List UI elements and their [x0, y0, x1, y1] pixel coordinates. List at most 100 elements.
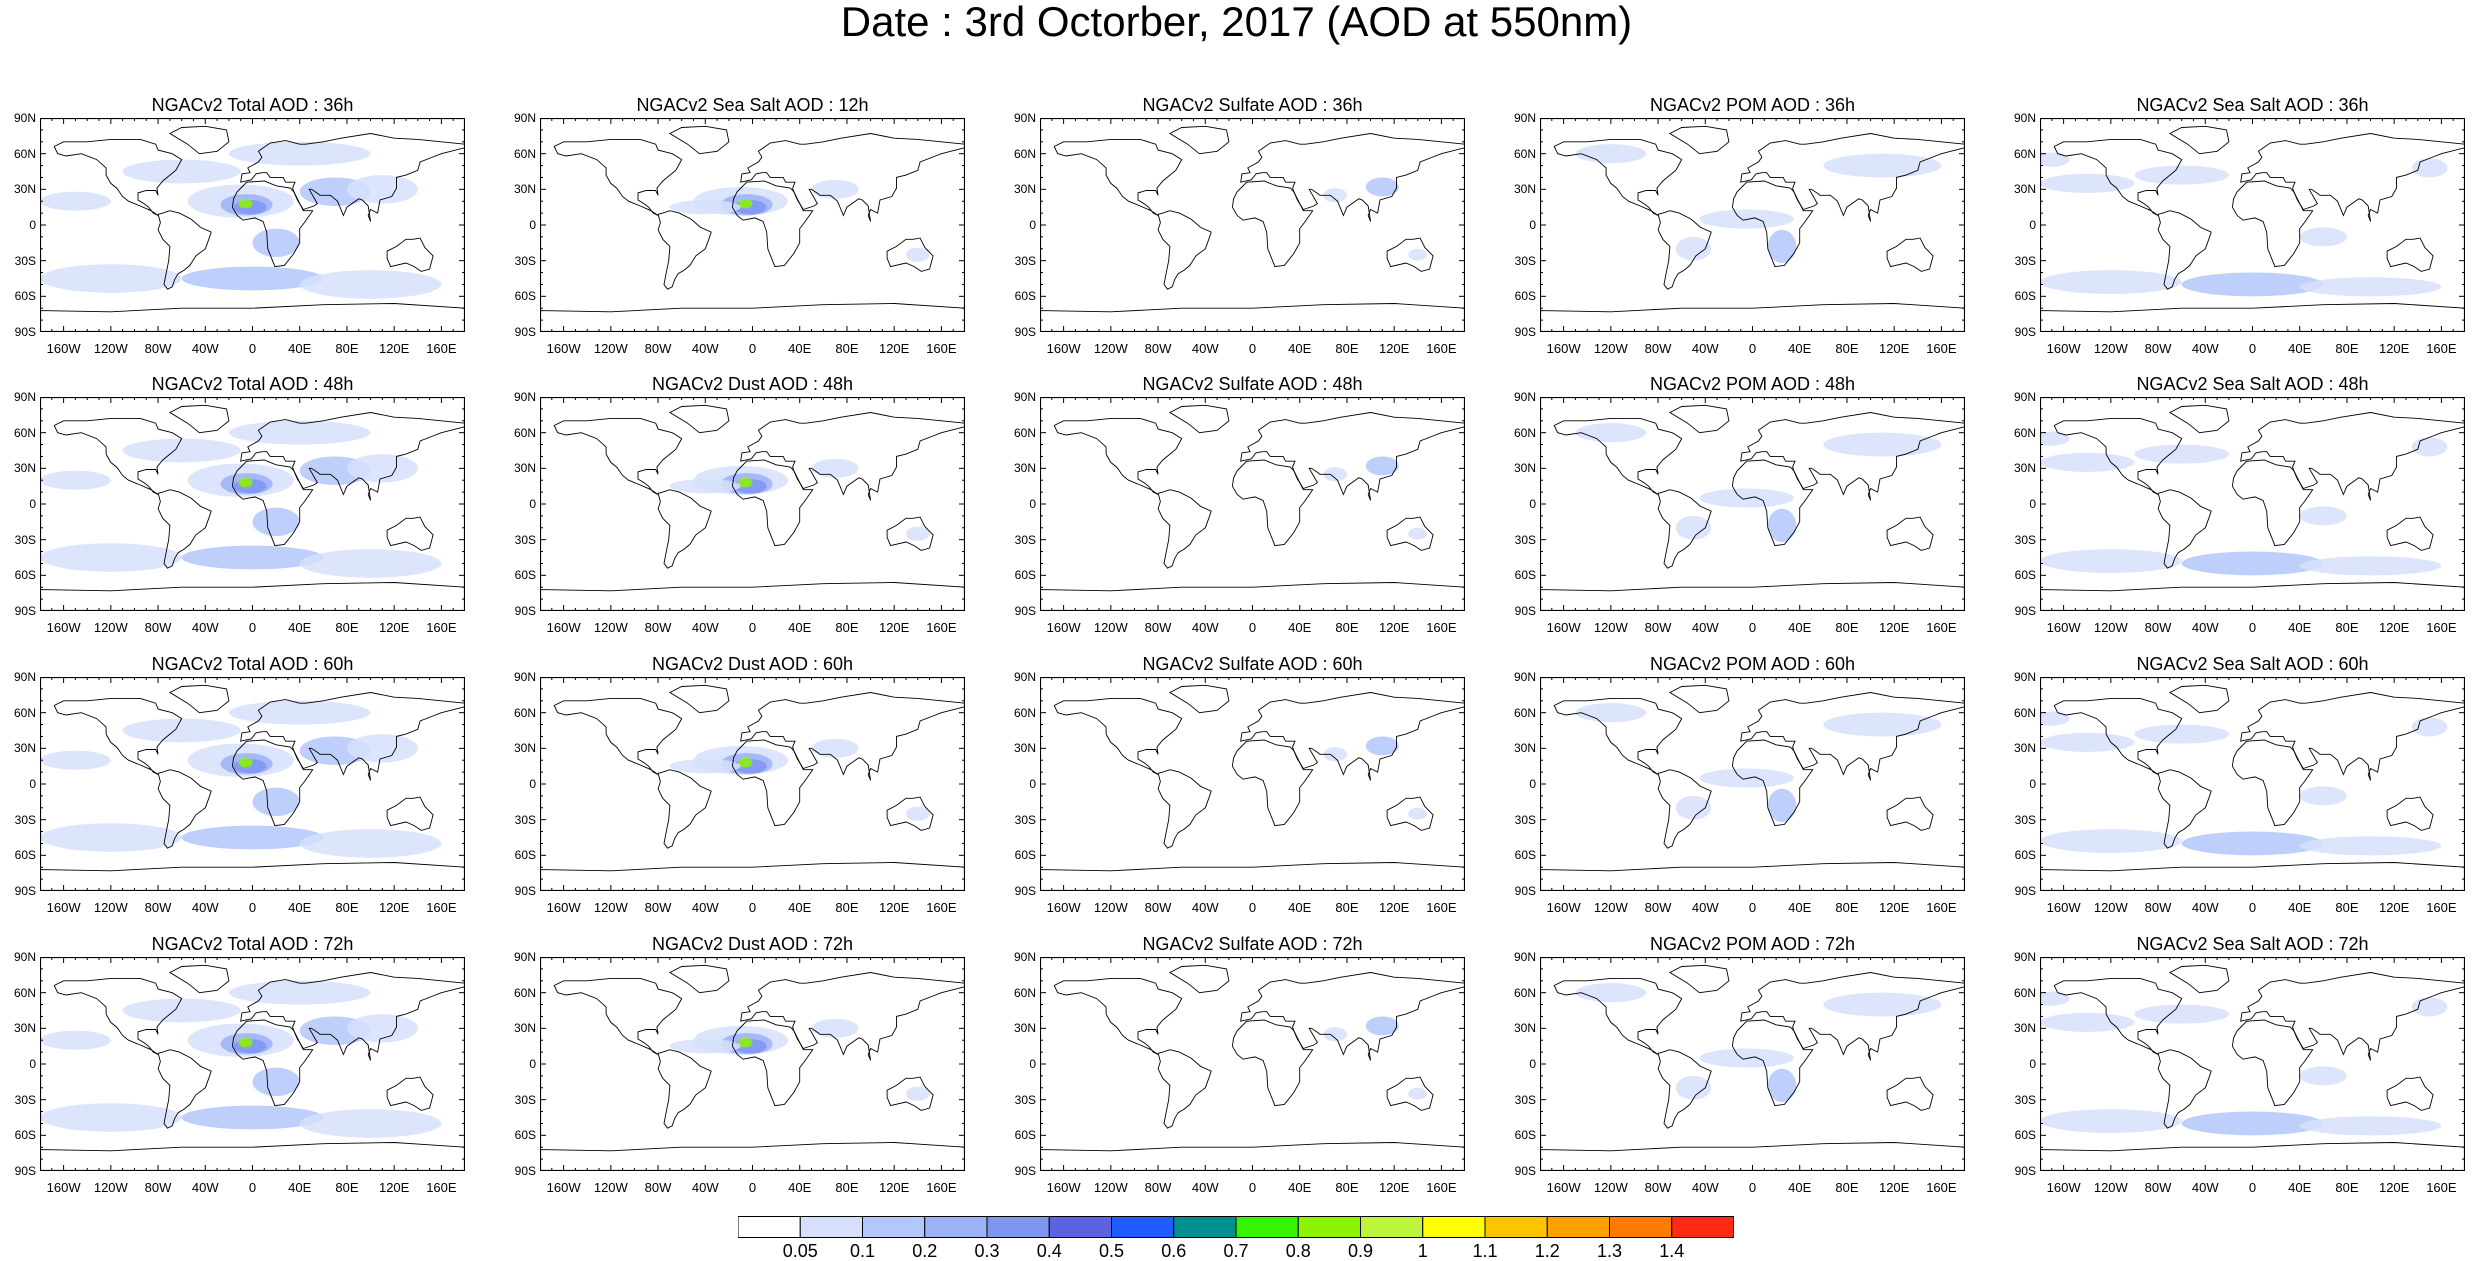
coastline: [40, 303, 465, 332]
aod-field-patch: [252, 787, 300, 817]
colorbar-segment: [986, 1216, 1050, 1238]
coastline: [53, 138, 183, 216]
lat-tick-label: 90S: [514, 325, 536, 339]
lon-tick-label: 160E: [2426, 900, 2457, 915]
lat-tick-label: 30S: [514, 532, 536, 547]
lat-tick-label: 60S: [2014, 568, 2036, 583]
coastline: [1168, 404, 1230, 434]
lon-tick-label: 160E: [1426, 341, 1457, 356]
aod-field-patch: [1323, 747, 1347, 762]
lat-tick-label: 60N: [1513, 146, 1536, 161]
lon-tick-label: 160E: [426, 900, 457, 915]
lon-tick-label: 160E: [2426, 1180, 2457, 1195]
lat-tick-label: 90S: [14, 884, 36, 898]
lon-tick-label: 120W: [2093, 900, 2128, 915]
coastline: [1168, 125, 1230, 155]
colorbar-label: 1: [1417, 1241, 1428, 1261]
aod-field-patch: [40, 264, 182, 293]
lon-tick-label: 0: [248, 1180, 257, 1195]
lon-tick-label: 0: [2248, 900, 2257, 915]
lat-tick-label: 30N: [2013, 741, 2036, 756]
lat-tick-label: 0: [1529, 497, 1536, 511]
colorbar-label: 0.2: [912, 1241, 938, 1261]
lat-tick-label: 30S: [514, 812, 536, 827]
lon-tick-label: 120E: [2378, 900, 2410, 915]
lon-tick-label: 40W: [691, 1180, 719, 1195]
lon-tick-label: 160E: [926, 1180, 957, 1195]
panel-title: NGACv2 Sea Salt AOD : 60h: [2136, 654, 2369, 674]
lon-tick-label: 80E: [335, 1180, 359, 1195]
lon-tick-label: 80W: [1644, 341, 1672, 356]
lon-tick-label: 80W: [644, 341, 672, 356]
lat-tick-label: 60N: [2013, 985, 2036, 1000]
coastline: [240, 972, 465, 1061]
coastline: [1053, 697, 1183, 775]
lon-tick-label: 120W: [1593, 341, 1628, 356]
coastline: [657, 210, 712, 290]
panel-title: NGACv2 Sea Salt AOD : 48h: [2136, 374, 2369, 394]
lon-tick-label: 40W: [2191, 620, 2219, 635]
lat-tick-label: 30S: [1014, 812, 1036, 827]
lon-tick-label: 80E: [335, 900, 359, 915]
aod-field-patch: [40, 1103, 182, 1132]
colorbar-label: 0.4: [1036, 1241, 1062, 1261]
coastline: [1040, 582, 1465, 611]
coastline: [1157, 769, 1212, 849]
lon-tick-label: 40E: [788, 1180, 812, 1195]
aod-field-patch: [346, 1014, 418, 1043]
lon-tick-label: 80W: [644, 900, 672, 915]
lat-tick-label: 60S: [514, 568, 536, 583]
lat-tick-label: 30S: [14, 1092, 36, 1107]
lon-tick-label: 40E: [1788, 341, 1812, 356]
lon-tick-label: 120E: [1878, 1180, 1910, 1195]
coastline: [2053, 697, 2183, 775]
lon-tick-label: 80E: [335, 620, 359, 635]
coastline: [2053, 977, 2183, 1055]
coastline: [386, 516, 434, 551]
aod-field-patch: [252, 1067, 300, 1097]
lat-tick-label: 90N: [1013, 111, 1036, 125]
lon-tick-label: 80W: [2144, 620, 2172, 635]
lat-tick-label: 0: [29, 497, 36, 511]
map-panel: [1540, 397, 1965, 611]
lat-tick-label: 30S: [14, 253, 36, 268]
lat-tick-label: 60S: [2014, 848, 2036, 863]
lon-tick-label: 120W: [1093, 900, 1128, 915]
lat-tick-label: 60N: [1513, 985, 1536, 1000]
map-panel: [2040, 957, 2465, 1171]
lon-tick-label: 160E: [1426, 620, 1457, 635]
aod-field-patch: [738, 757, 753, 768]
coastline: [386, 237, 434, 272]
map-panel: [2040, 677, 2465, 891]
panel-title: NGACv2 Total AOD : 72h: [151, 934, 354, 954]
coastline: [1740, 412, 1965, 501]
lon-tick-label: 40E: [2288, 1180, 2312, 1195]
lon-tick-label: 120E: [878, 341, 910, 356]
lat-tick-label: 0: [29, 1057, 36, 1071]
lat-tick-label: 30S: [2014, 532, 2036, 547]
lon-tick-label: 120E: [1878, 900, 1910, 915]
lat-tick-label: 0: [529, 777, 536, 791]
lat-tick-label: 30N: [1013, 1021, 1036, 1036]
coastline: [386, 796, 434, 831]
coastline: [2231, 180, 2314, 268]
coastline: [1886, 237, 1934, 272]
lon-tick-label: 40W: [2191, 900, 2219, 915]
lat-tick-label: 30N: [1513, 1021, 1536, 1036]
aod-field-patch: [1408, 527, 1428, 540]
lat-tick-label: 90S: [1014, 1164, 1036, 1178]
aod-field-patch: [238, 477, 253, 488]
lat-tick-label: 90S: [2014, 325, 2036, 339]
lon-tick-label: 80W: [1144, 1180, 1172, 1195]
coastline: [1731, 459, 1814, 547]
coastline: [2240, 412, 2465, 501]
map-panel: [540, 957, 965, 1171]
lat-tick-label: 0: [529, 497, 536, 511]
lon-tick-label: 40W: [1691, 620, 1719, 635]
lon-tick-label: 80E: [835, 1180, 859, 1195]
lat-tick-label: 90S: [1014, 604, 1036, 618]
coastline: [157, 1049, 212, 1129]
panel-title: NGACv2 Sulfate AOD : 60h: [1142, 654, 1363, 674]
lon-tick-label: 40E: [788, 341, 812, 356]
coastline: [2157, 210, 2212, 290]
